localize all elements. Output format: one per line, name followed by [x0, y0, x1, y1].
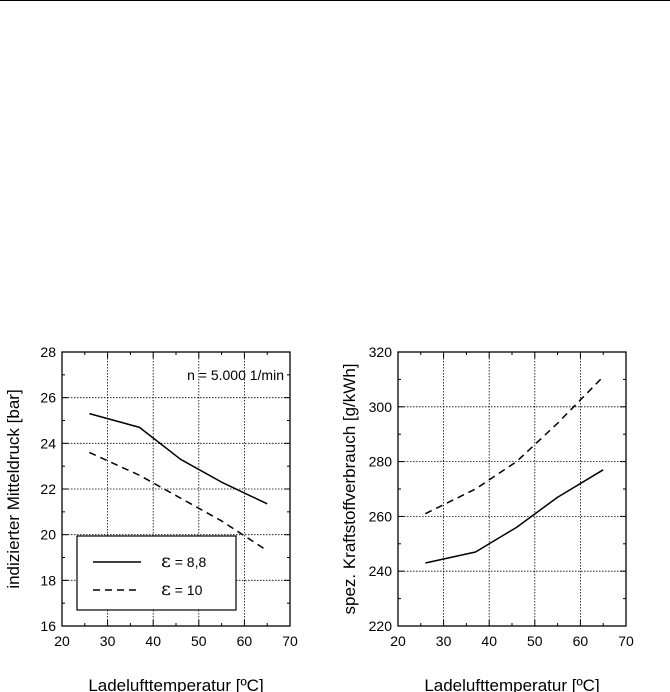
- left-x-axis-label: Ladelufttemperatur [ºC]: [88, 676, 263, 692]
- right-series-line-dashed: [425, 376, 604, 515]
- left-ytick-label: 26: [40, 390, 56, 406]
- left-xtick-label: 20: [54, 633, 70, 649]
- right-xtick-label: 40: [481, 633, 497, 649]
- left-plot-frame: [61, 351, 291, 627]
- right-ytick-label: 260: [369, 508, 393, 524]
- left-y-axis-label: indizierter Mitteldruck [bar]: [4, 389, 23, 588]
- right-xtick-label: 50: [527, 633, 543, 649]
- right-x-axis-label: Ladelufttemperatur [ºC]: [424, 676, 599, 692]
- left-ytick-label: 18: [40, 572, 56, 588]
- right-ytick-label: 320: [369, 344, 393, 360]
- legend-box: [76, 535, 237, 611]
- right-series-line-solid: [425, 469, 604, 564]
- left-legend: ε = 8,8 ε = 10: [76, 535, 237, 611]
- right-ytick-label: 240: [369, 563, 393, 579]
- right-ytick-label: 280: [369, 454, 393, 470]
- right-y-axis-label: spez. Kraftstoffverbrauch [g/kWh]: [340, 363, 359, 614]
- left-series-line-solid: [89, 412, 268, 505]
- left-ytick-label: 28: [40, 344, 56, 360]
- left-annotation: n = 5.000 1/min: [187, 367, 284, 383]
- right-ytick-label: 300: [369, 399, 393, 415]
- left-chart: 20 30 40 50 60 70 16 18 20 22 24 26 28 Ladelufttemper…: [4, 344, 298, 692]
- right-xtick-label: 20: [390, 633, 406, 649]
- left-ytick-label: 22: [40, 481, 56, 497]
- left-xtick-label: 70: [282, 633, 298, 649]
- legend-label: ε = 10: [161, 578, 203, 600]
- right-ytick-label: 220: [369, 618, 393, 634]
- right-chart: 20 30 40 50 60 70 220 240 260 280 300 320 Ladeluftte…: [340, 344, 634, 692]
- right-xtick-label: 70: [618, 633, 634, 649]
- left-ytick-label: 20: [40, 527, 56, 543]
- right-plot-frame: [397, 351, 627, 627]
- top-rule: [0, 0, 670, 1]
- right-xtick-label: 60: [573, 633, 589, 649]
- left-xtick-label: 60: [237, 633, 253, 649]
- left-xtick-label: 30: [100, 633, 116, 649]
- left-xtick-label: 50: [191, 633, 207, 649]
- left-series-line-dashed: [89, 451, 268, 552]
- right-xtick-label: 30: [436, 633, 452, 649]
- left-ytick-label: 24: [40, 435, 56, 451]
- legend-label: ε = 8,8: [161, 550, 206, 572]
- left-xtick-label: 40: [145, 633, 161, 649]
- left-ytick-label: 16: [40, 618, 56, 634]
